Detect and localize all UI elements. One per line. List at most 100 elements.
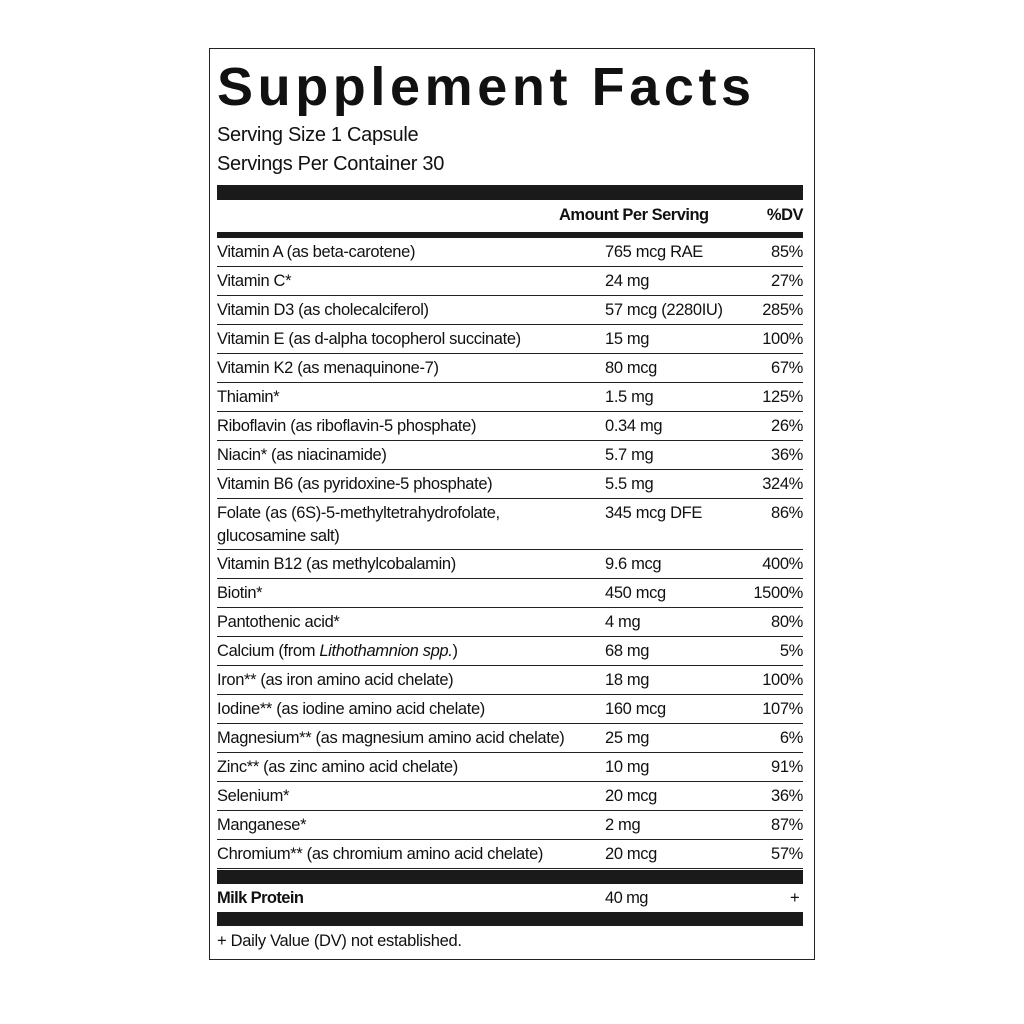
daily-value: 5% — [779, 642, 804, 660]
footnote: + Daily Value (DV) not established. — [217, 932, 462, 950]
nutrient-row: Iodine** (as iodine amino acid chelate) 1… — [217, 695, 803, 724]
amount: 15 mg — [605, 330, 650, 348]
nutrient-row: Thiamin* 1.5 mg 125% — [217, 383, 803, 412]
amount: 345 mcg DFE — [605, 504, 703, 522]
name-text: Chromium** (as chromium amino acid chela… — [217, 845, 544, 863]
name-italic: Lithothamnion spp. — [319, 642, 453, 660]
blend-amount: 40 mg — [605, 889, 648, 907]
nutrient-name: Magnesium** (as magnesium amino acid che… — [217, 727, 577, 750]
nutrient-row: Zinc** (as zinc amino acid chelate) 10 mg… — [217, 753, 803, 782]
nutrient-name: Vitamin D3 (as cholecalciferol) — [217, 299, 577, 322]
daily-value: 85% — [771, 243, 803, 261]
nutrient-name: Manganese* — [217, 814, 577, 837]
daily-value: 285% — [762, 301, 803, 319]
nutrient-name: Folate (as (6S)-5-methyltetrahydrofolate… — [217, 502, 577, 548]
blend-row: Milk Protein 40 mg + — [217, 884, 803, 912]
daily-value: 36% — [771, 446, 803, 464]
daily-value: 80% — [771, 613, 803, 631]
nutrient-name: Niacin* (as niacinamide) — [217, 444, 577, 467]
name-text: Vitamin B6 (as pyridoxine-5 phosphate) — [217, 475, 493, 493]
nutrient-row: Pantothenic acid* 4 mg 80% — [217, 608, 803, 637]
amount: 57 mcg (2280IU) — [605, 301, 723, 319]
medium-bar — [217, 232, 803, 238]
nutrient-row: Vitamin B6 (as pyridoxine-5 phosphate) 5.… — [217, 470, 803, 499]
daily-value: 100% — [762, 330, 803, 348]
name-text: Biotin* — [217, 584, 263, 602]
nutrient-row: Vitamin C* 24 mg 27% — [217, 267, 803, 296]
name-text: Vitamin E (as d-alpha tocopherol succina… — [217, 330, 521, 348]
amount: 20 mcg — [605, 845, 658, 863]
nutrient-name: Iron** (as iron amino acid chelate) — [217, 669, 577, 692]
nutrient-row: Biotin* 450 mcg 1500% — [217, 579, 803, 608]
amount: 0.34 mg — [605, 417, 663, 435]
amount: 5.5 mg — [605, 475, 654, 493]
amount: 2 mg — [605, 816, 641, 834]
nutrient-row: Chromium** (as chromium amino acid chela… — [217, 840, 803, 869]
nutrient-row: Folate (as (6S)-5-methyltetrahydrofolate… — [217, 499, 803, 550]
amount: 450 mcg — [605, 584, 666, 602]
nutrient-row: Calcium (from Lithothamnion spp.) 68 mg 5% — [217, 637, 803, 666]
nutrient-name: Vitamin B6 (as pyridoxine-5 phosphate) — [217, 473, 577, 496]
nutrient-name: Vitamin C* — [217, 270, 577, 293]
title: Supplement Facts — [217, 57, 756, 117]
nutrient-name: Calcium (from Lithothamnion spp.) — [217, 640, 577, 663]
nutrient-row: Vitamin E (as d-alpha tocopherol succina… — [217, 325, 803, 354]
name-text: Manganese* — [217, 816, 307, 834]
nutrient-row: Iron** (as iron amino acid chelate) 18 mg… — [217, 666, 803, 695]
daily-value: 86% — [771, 504, 803, 522]
name-text: Vitamin A (as beta-carotene) — [217, 243, 416, 261]
amount: 10 mg — [605, 758, 650, 776]
nutrient-name: Vitamin B12 (as methylcobalamin) — [217, 553, 577, 576]
nutrient-row: Vitamin A (as beta-carotene) 765 mcg RAE 8… — [217, 238, 803, 267]
amount: 160 mcg — [605, 700, 666, 718]
daily-value: 1500% — [753, 584, 803, 602]
name-text: Selenium* — [217, 787, 290, 805]
daily-value: 400% — [762, 555, 803, 573]
amount: 4 mg — [605, 613, 641, 631]
nutrient-name: Vitamin A (as beta-carotene) — [217, 241, 577, 264]
name-text: Thiamin* — [217, 388, 280, 406]
dv-header: %DV — [766, 206, 804, 224]
amount: 20 mcg — [605, 787, 658, 805]
thick-bar — [217, 870, 803, 884]
daily-value: 324% — [762, 475, 803, 493]
daily-value: 125% — [762, 388, 803, 406]
daily-value: 100% — [762, 671, 803, 689]
name-end: ) — [452, 642, 459, 660]
name-text: Magnesium** (as magnesium amino acid che… — [217, 729, 565, 747]
name-text: Vitamin C* — [217, 272, 292, 290]
name-text: Iodine** (as iodine amino acid chelate) — [217, 700, 485, 718]
nutrient-name: Vitamin K2 (as menaquinone-7) — [217, 357, 577, 380]
amount-header: Amount Per Serving — [559, 206, 709, 224]
serving-size: Serving Size 1 Capsule — [217, 124, 419, 146]
daily-value: 27% — [771, 272, 803, 290]
daily-value: 91% — [771, 758, 803, 776]
nutrient-name: Iodine** (as iodine amino acid chelate) — [217, 698, 577, 721]
nutrient-row: Vitamin B12 (as methylcobalamin) 9.6 mcg 4… — [217, 550, 803, 579]
nutrient-name: Biotin* — [217, 582, 577, 605]
name-text: Vitamin D3 (as cholecalciferol) — [217, 301, 429, 319]
amount: 24 mg — [605, 272, 650, 290]
nutrient-row: Manganese* 2 mg 87% — [217, 811, 803, 840]
daily-value: 87% — [771, 816, 803, 834]
nutrient-row: Vitamin K2 (as menaquinone-7) 80 mcg 67% — [217, 354, 803, 383]
nutrient-row: Magnesium** (as magnesium amino acid che… — [217, 724, 803, 753]
name-text: Calcium (from — [217, 642, 320, 660]
nutrient-name: Selenium* — [217, 785, 577, 808]
nutrient-row: Riboflavin (as riboflavin-5 phosphate) 0.… — [217, 412, 803, 441]
name-text: Folate (as (6S)-5-methyltetrahydrofolate… — [217, 504, 500, 545]
amount: 765 mcg RAE — [605, 243, 703, 261]
nutrient-name: Pantothenic acid* — [217, 611, 577, 634]
amount: 18 mg — [605, 671, 650, 689]
daily-value: 57% — [771, 845, 803, 863]
daily-value: 6% — [779, 729, 804, 747]
amount: 68 mg — [605, 642, 650, 660]
nutrient-rows: Vitamin A (as beta-carotene) 765 mcg RAE 8… — [217, 238, 803, 869]
name-text: Vitamin K2 (as menaquinone-7) — [217, 359, 439, 377]
nutrient-row: Niacin* (as niacinamide) 5.7 mg 36% — [217, 441, 803, 470]
daily-value: 26% — [771, 417, 803, 435]
nutrient-name: Vitamin E (as d-alpha tocopherol succina… — [217, 328, 577, 351]
name-text: Iron** (as iron amino acid chelate) — [217, 671, 454, 689]
amount: 25 mg — [605, 729, 650, 747]
